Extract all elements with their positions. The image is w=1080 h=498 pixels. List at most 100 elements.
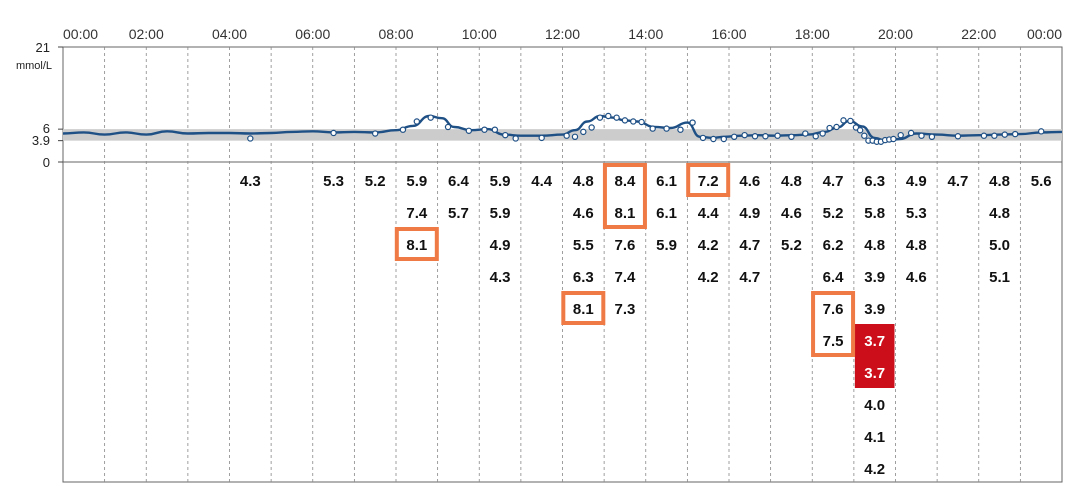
reading-value: 4.7 (739, 237, 760, 254)
reading-point (840, 117, 847, 124)
low-reading-cell (854, 356, 895, 388)
reading-point (247, 135, 254, 142)
reading-point (980, 132, 988, 139)
reading-point (663, 125, 670, 132)
reading-point (465, 127, 473, 134)
reading-point (649, 125, 656, 132)
reading-value: 7.4 (406, 205, 428, 222)
reading-point (861, 132, 868, 139)
reading-point (897, 131, 904, 139)
reading-point (580, 128, 587, 136)
reading-value: 5.1 (989, 269, 1010, 286)
reading-point (819, 130, 826, 137)
reading-point (812, 133, 819, 140)
reading-point (751, 133, 759, 140)
reading-point (605, 112, 612, 120)
reading-point (720, 135, 727, 143)
reading-value: 4.8 (989, 205, 1010, 222)
grid-layer (62, 46, 1063, 483)
reading-value: 4.7 (823, 173, 844, 190)
reading-point (699, 134, 707, 142)
reading-point (847, 117, 854, 125)
glucose-line-layer (62, 112, 1063, 145)
reading-value: 8.1 (573, 301, 594, 318)
reading-point (710, 135, 717, 143)
reading-point (502, 131, 509, 139)
time-label: 20:00 (878, 26, 913, 42)
reading-value: 6.3 (573, 269, 594, 286)
reading-value: 7.5 (823, 333, 844, 350)
reading-value: 5.8 (864, 205, 885, 222)
reading-value: 6.1 (656, 205, 677, 222)
time-label: 02:00 (129, 26, 164, 42)
reading-value: 7.2 (698, 173, 719, 190)
y-tick-label-0: 0 (43, 155, 50, 170)
reading-point (741, 131, 748, 139)
reading-point (762, 133, 769, 140)
reading-point (802, 130, 809, 137)
reading-point (1001, 131, 1008, 138)
reading-point (856, 127, 864, 134)
reading-point (538, 134, 545, 142)
time-label: 08:00 (378, 26, 413, 42)
reading-point (638, 118, 645, 126)
reading-value: 4.6 (906, 269, 927, 286)
reading-point (571, 133, 579, 141)
reading-value: 7.3 (615, 301, 636, 318)
time-label: 22:00 (961, 26, 996, 42)
reading-point (491, 126, 499, 133)
reading-value: 8.1 (406, 237, 427, 254)
reading-value: 4.0 (864, 397, 885, 414)
time-axis-labels: 00:00 02:00 04:00 06:00 08:00 10:00 12:00 14:00… (63, 26, 1062, 42)
highlight-box (686, 163, 731, 197)
reading-point (954, 133, 962, 140)
reading-value: 4.3 (490, 269, 511, 286)
time-label: 14:00 (628, 26, 663, 42)
time-label: 16:00 (711, 26, 746, 42)
time-label: 12:00 (545, 26, 580, 42)
reading-value: 7.4 (615, 269, 637, 286)
reading-value: 5.2 (823, 205, 844, 222)
reading-point (444, 123, 452, 131)
reading-value: 4.2 (864, 461, 885, 478)
reading-point (630, 118, 637, 125)
reading-point (399, 126, 407, 133)
time-label: 10:00 (462, 26, 497, 42)
reading-point (833, 123, 840, 131)
reading-value: 5.9 (490, 173, 511, 190)
reading-value: 8.4 (615, 173, 637, 190)
reading-value: 7.6 (823, 301, 844, 318)
time-label: 04:00 (212, 26, 247, 42)
reading-value: 4.1 (864, 429, 885, 446)
highlight-box (811, 291, 856, 357)
time-label: 00:00 (63, 26, 98, 42)
reading-point (826, 124, 833, 132)
reading-value: 5.9 (656, 237, 677, 254)
reading-value: 5.3 (323, 173, 344, 190)
reading-value: 6.1 (656, 173, 677, 190)
reading-point (481, 126, 488, 133)
highlight-box (602, 163, 647, 229)
time-label: 18:00 (795, 26, 830, 42)
reading-point (689, 119, 696, 126)
reading-value: 4.8 (864, 237, 885, 254)
reading-value: 6.3 (864, 173, 885, 190)
reading-value: 3.9 (864, 269, 885, 286)
reading-point (907, 129, 915, 137)
reading-value: 4.6 (739, 173, 760, 190)
reading-point (731, 133, 738, 141)
y-tick-label-21: 21 (36, 40, 50, 55)
reading-point (588, 124, 595, 131)
time-label: 06:00 (295, 26, 330, 42)
reading-value: 3.9 (864, 301, 885, 318)
reading-value: 5.0 (989, 237, 1010, 254)
reading-value: 4.9 (490, 237, 511, 254)
reading-point (677, 126, 684, 133)
reading-point (1037, 128, 1045, 135)
reading-value: 4.2 (698, 269, 719, 286)
reading-value: 4.7 (948, 173, 969, 190)
y-axis-unit: mmol/L (16, 60, 52, 72)
reading-point (563, 132, 570, 139)
reading-point (427, 114, 434, 121)
